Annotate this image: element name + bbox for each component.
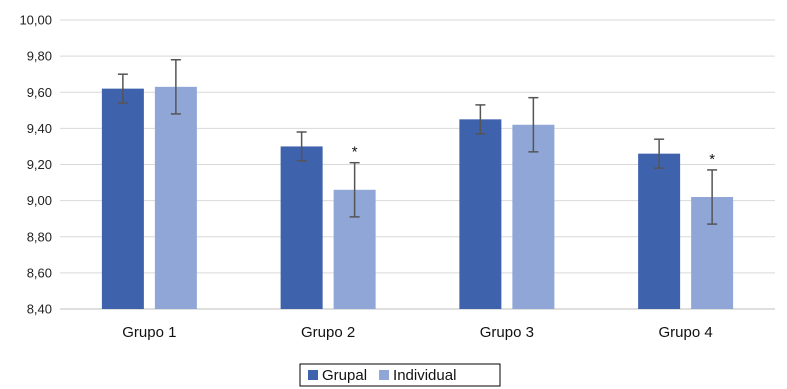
x-category-label: Grupo 3 — [480, 324, 534, 341]
y-tick-label: 9,20 — [27, 157, 52, 172]
bar-grupal-2 — [280, 146, 323, 309]
legend-swatch-individual — [379, 370, 390, 380]
legend: Grupal Individual — [299, 363, 501, 387]
y-tick-label: 9,40 — [27, 121, 52, 136]
y-tick-label: 8,40 — [27, 302, 52, 317]
y-tick-label: 9,80 — [27, 49, 52, 64]
legend-swatch-grupal — [308, 370, 318, 380]
significance-asterisk: * — [709, 151, 715, 168]
y-tick-label: 9,00 — [27, 193, 52, 208]
bars — [101, 86, 734, 309]
legend-label-individual: Individual — [393, 367, 456, 384]
y-tick-label: 10,00 — [19, 13, 52, 28]
bar-grupal-1 — [101, 88, 144, 309]
legend-box — [299, 363, 501, 387]
y-tick-label: 9,60 — [27, 85, 52, 100]
x-category-label: Grupo 4 — [659, 324, 713, 341]
y-axis-tick-labels: 8,40 8,60 8,80 9,00 9,20 9,40 9,60 9,80 10,00 — [19, 13, 52, 317]
x-category-label: Grupo 1 — [122, 324, 176, 341]
error-bars — [117, 58, 718, 225]
bar-individual-1 — [154, 86, 197, 309]
annotations: * * — [352, 144, 716, 168]
legend-label-grupal: Grupal — [322, 367, 367, 384]
bar-grupal-3 — [459, 119, 502, 309]
y-tick-label: 8,60 — [27, 265, 52, 280]
bar-individual-3 — [512, 124, 555, 309]
y-tick-label: 8,80 — [27, 229, 52, 244]
x-category-label: Grupo 2 — [301, 324, 355, 341]
x-axis-category-labels: Grupo 1 Grupo 2 Grupo 3 Grupo 4 — [122, 324, 712, 341]
bar-grupal-4 — [638, 153, 681, 309]
significance-asterisk: * — [352, 144, 358, 161]
